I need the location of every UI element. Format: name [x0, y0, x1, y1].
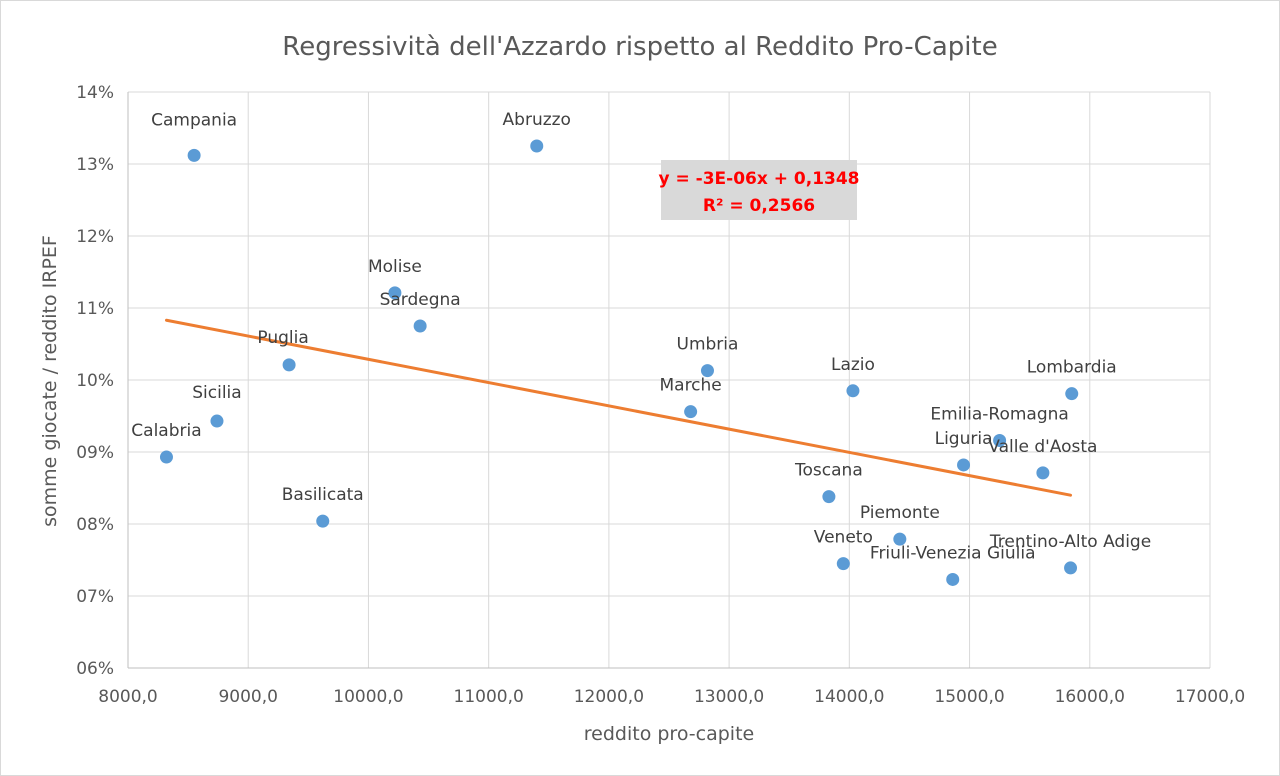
- y-tick-label: 14%: [76, 83, 114, 103]
- gridlines: [128, 91, 1211, 668]
- x-tick-label: 17000,0: [1175, 687, 1245, 707]
- y-tick-label: 13%: [76, 155, 114, 175]
- point-label: Umbria: [677, 335, 739, 355]
- x-tick-label: 16000,0: [1055, 687, 1125, 707]
- data-point: [1065, 387, 1079, 401]
- data-point: [836, 557, 850, 571]
- data-point: [893, 532, 907, 546]
- trendline: [164, 318, 1073, 497]
- data-point: [413, 319, 427, 333]
- data-point: [388, 286, 402, 300]
- point-label: Sardegna: [380, 290, 461, 310]
- y-tick-label: 07%: [76, 587, 114, 607]
- r-squared-label: R² = 0,2566: [703, 196, 815, 216]
- y-tick-label: 09%: [76, 443, 114, 463]
- y-tick-label: 10%: [76, 371, 114, 391]
- x-tick-label: 11000,0: [454, 687, 524, 707]
- data-point: [957, 458, 971, 472]
- trendline-layer: [164, 318, 1073, 497]
- point-label: Friuli-Venezia Giulia: [870, 543, 1036, 563]
- point-label: Abruzzo: [503, 110, 571, 130]
- x-tick-label: 10000,0: [333, 687, 403, 707]
- data-point: [993, 433, 1007, 447]
- data-point: [159, 450, 173, 464]
- point-label: Basilicata: [282, 485, 364, 505]
- data-point: [282, 358, 296, 372]
- x-tick-label: 9000,0: [218, 687, 277, 707]
- chart-title: Regressività dell'Azzardo rispetto al Re…: [282, 32, 997, 62]
- data-point: [1064, 561, 1078, 575]
- x-tick-label: 12000,0: [574, 687, 644, 707]
- y-tick-label: 12%: [76, 227, 114, 247]
- data-point: [187, 148, 201, 162]
- y-tick-label: 08%: [76, 515, 114, 535]
- point-label: Piemonte: [860, 503, 940, 523]
- point-label: Toscana: [794, 461, 863, 481]
- data-point: [700, 364, 714, 378]
- y-axis-title: somme giocate / reddito IRPEF: [39, 235, 61, 527]
- data-point: [946, 572, 960, 586]
- point-label: Campania: [151, 110, 237, 130]
- point-labels: Campania Abruzzo Molise Sardegna Puglia Sicil…: [131, 110, 1151, 563]
- x-tick-label: 8000,0: [98, 687, 157, 707]
- data-point: [822, 490, 836, 504]
- x-axis-title: reddito pro-capite: [584, 723, 754, 745]
- x-tick-label: 14000,0: [814, 687, 884, 707]
- point-label: Lazio: [831, 355, 875, 375]
- point-label: Puglia: [257, 328, 308, 348]
- point-label: Liguria: [935, 429, 993, 449]
- x-tick-label: 13000,0: [694, 687, 764, 707]
- point-label: Trentino-Alto Adige: [989, 532, 1151, 552]
- data-point: [846, 384, 860, 398]
- trendline-equation-box: y = -3E-06x + 0,1348 R² = 0,2566: [658, 160, 860, 220]
- data-point: [530, 139, 544, 153]
- axes: 06% 07% 08% 09% 10% 11% 12% 13% 14% 8000,0 9000,0 1…: [76, 83, 1245, 707]
- y-tick-label: 06%: [76, 659, 114, 679]
- data-point: [316, 514, 330, 528]
- point-label: Marche: [659, 376, 721, 396]
- y-tick-label: 11%: [76, 299, 114, 319]
- trendline-equation: y = -3E-06x + 0,1348: [658, 169, 859, 189]
- point-label: Veneto: [814, 528, 873, 548]
- data-point: [1036, 466, 1050, 480]
- point-label: Lombardia: [1027, 358, 1117, 378]
- point-label: Calabria: [131, 421, 201, 441]
- point-label: Emilia-Romagna: [930, 404, 1068, 424]
- data-point: [684, 405, 698, 419]
- point-label: Sicilia: [192, 383, 241, 403]
- point-label: Valle d'Aosta: [988, 437, 1097, 457]
- equation-background: [661, 160, 857, 220]
- data-points: [159, 139, 1079, 586]
- x-tick-label: 15000,0: [934, 687, 1004, 707]
- data-point: [210, 414, 224, 428]
- point-label: Molise: [368, 257, 422, 277]
